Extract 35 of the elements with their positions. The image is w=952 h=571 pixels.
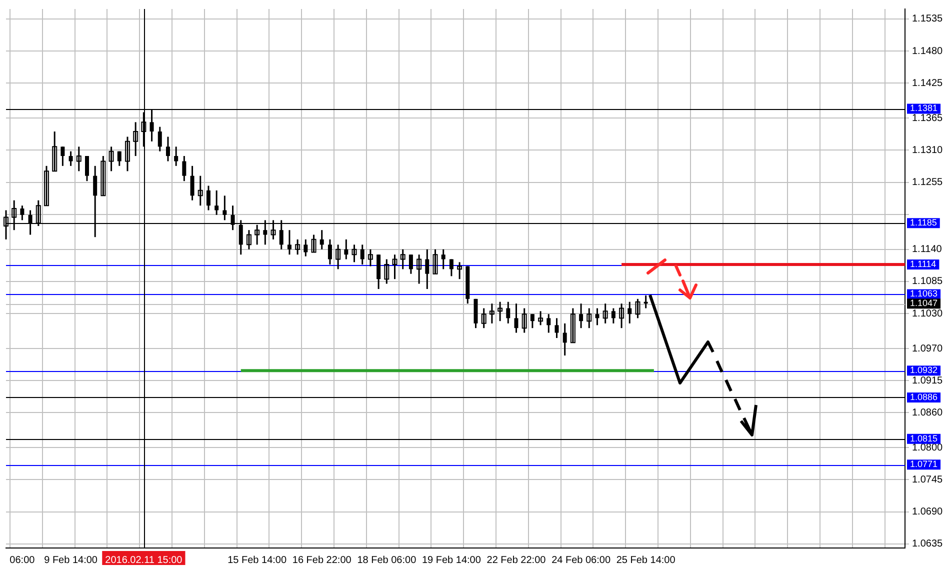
ref-line-label: 1.0932 [910, 365, 938, 376]
x-tick-label: 22 Feb 22:00 [486, 554, 546, 566]
y-tick-label: 1.1030 [912, 308, 944, 320]
x-tick-label: 16 Feb 22:00 [292, 554, 352, 566]
x-tick-label: 2016.02.11 15:00 [105, 554, 183, 566]
x-tick-label: 9 Feb 14:00 [44, 554, 98, 566]
y-tick-label: 1.0745 [912, 474, 944, 486]
y-tick-label: 1.1365 [912, 112, 944, 124]
y-tick-label: 1.1535 [912, 14, 944, 25]
ref-line-label: 1.1185 [910, 218, 937, 228]
y-tick-label: 1.0915 [912, 375, 944, 386]
x-tick-label: 15 Feb 14:00 [228, 554, 287, 566]
ref-line-label: 1.0815 [910, 433, 938, 444]
y-tick-label: 1.0690 [912, 506, 944, 518]
y-tick-label: 1.0800 [912, 442, 944, 454]
ref-line-label: 1.1114 [910, 258, 936, 269]
y-tick-label: 1.1425 [912, 78, 944, 89]
y-tick-label: 1.1255 [912, 177, 944, 188]
y-tick-label: 1.1480 [912, 46, 944, 57]
y-tick-label: 1.1310 [912, 144, 944, 156]
ref-line-label: 1.1063 [910, 288, 938, 299]
x-tick-label: 24 Feb 06:00 [552, 554, 611, 566]
y-tick-label: 1.0860 [912, 407, 944, 418]
x-tick-label: 06:00 [10, 554, 36, 566]
x-tick-label: 18 Feb 06:00 [357, 554, 417, 566]
y-tick-label: 1.1140 [912, 244, 942, 256]
y-tick-label: 1.1085 [912, 276, 944, 288]
ref-line-label: 1.1381 [910, 103, 938, 114]
y-tick-label: 1.0970 [912, 343, 944, 354]
y-tick-label: 1.0635 [912, 538, 944, 550]
ref-line-label: 1.0886 [910, 392, 938, 402]
ref-line-label: 1.0771 [910, 459, 938, 470]
ref-line-label: 1.1047 [910, 298, 938, 308]
x-tick-label: 19 Feb 14:00 [422, 554, 482, 566]
x-tick-label: 25 Feb 14:00 [616, 554, 676, 566]
